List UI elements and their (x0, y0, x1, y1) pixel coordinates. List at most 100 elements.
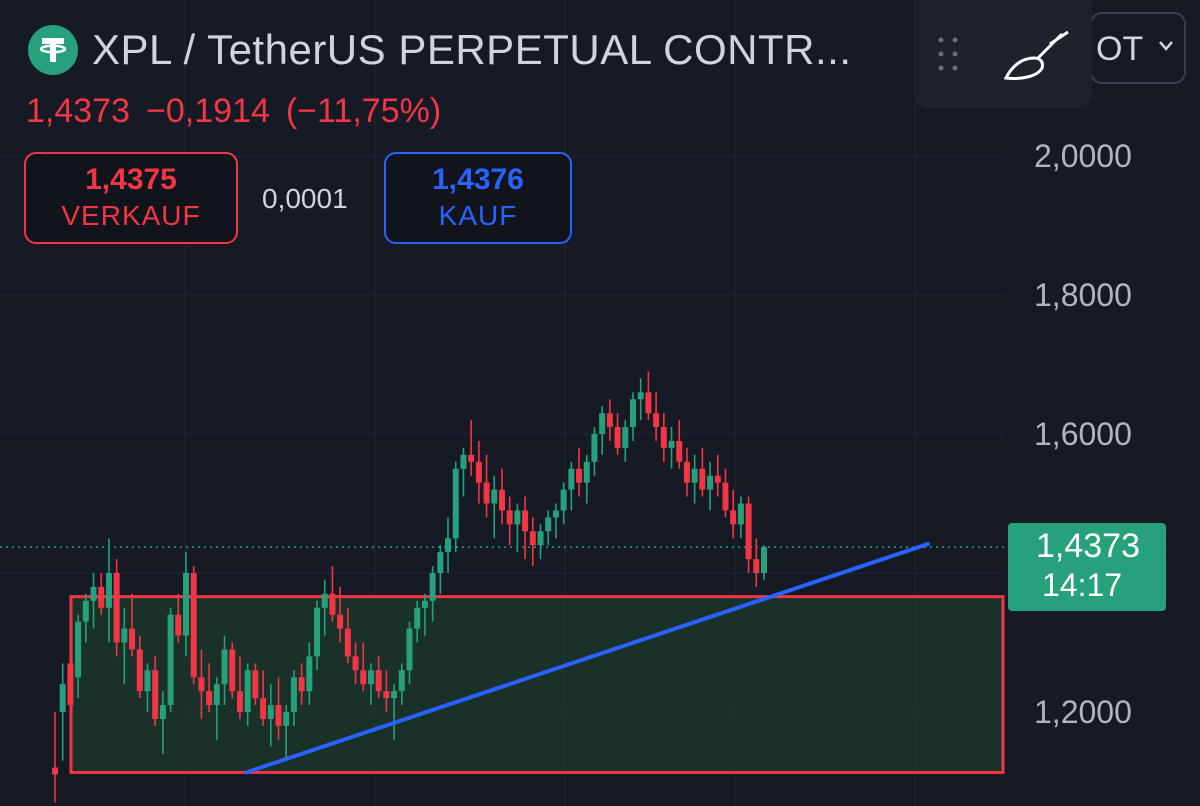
candle (129, 593, 136, 657)
candle-body (599, 413, 606, 434)
drawing-tool-panel[interactable] (914, 0, 1092, 108)
candle (321, 579, 328, 636)
candle-body (236, 691, 243, 712)
candle (637, 378, 644, 421)
candle-body (144, 670, 151, 692)
candle-body (190, 573, 197, 678)
buy-button[interactable]: 1,4376 KAUF (384, 152, 572, 244)
candle (514, 503, 521, 553)
candle (121, 607, 128, 685)
symbol-menu-dropdown[interactable]: OT (1090, 12, 1186, 84)
candle-body (213, 684, 220, 706)
candle (159, 691, 166, 754)
candle (745, 496, 752, 573)
candle (206, 663, 213, 712)
candle-body (522, 510, 529, 532)
candle (406, 621, 413, 685)
candle-body (229, 649, 236, 692)
candle (429, 566, 436, 622)
candle (506, 496, 513, 546)
candle-body (545, 517, 552, 532)
candle-body (59, 684, 66, 712)
candle (552, 503, 559, 539)
candle-body (707, 475, 714, 490)
candle-body (745, 503, 752, 560)
buy-price: 1,4376 (432, 163, 524, 196)
candle-body (206, 691, 213, 706)
candle-body (252, 670, 259, 699)
candle (198, 649, 205, 719)
price-tick-label: 1,2000 (1034, 694, 1132, 730)
candle-body (260, 698, 267, 719)
candle-body (429, 573, 436, 601)
candle (498, 468, 505, 525)
support-zone[interactable] (69, 595, 1005, 774)
candle-body (445, 538, 452, 553)
candle (337, 586, 344, 643)
candle (460, 447, 467, 497)
candle-body (437, 552, 444, 573)
candle (583, 454, 590, 504)
candle-body (360, 670, 367, 685)
candle-body (298, 677, 305, 692)
candle-body (198, 677, 205, 692)
sell-button[interactable]: 1,4375 VERKAUF (24, 152, 238, 244)
candle-body (275, 705, 282, 726)
candle-body (383, 691, 390, 699)
candle (668, 427, 675, 469)
candle (398, 663, 405, 706)
candle-body (452, 468, 459, 539)
trend-line[interactable] (244, 542, 930, 775)
candle (622, 420, 629, 462)
drag-handle-icon[interactable] (934, 34, 964, 74)
candle (653, 392, 660, 441)
candle-body (90, 586, 97, 601)
current-price-tag: 1,4373 14:17 (1008, 523, 1166, 611)
candle-body (290, 677, 297, 712)
candle-body (529, 531, 536, 546)
symbol-title: XPL / TetherUS PERPETUAL CONTR... (92, 26, 852, 73)
price-change-line: 1,4373 −0,1914 (−11,75%) (26, 92, 457, 131)
candle (475, 440, 482, 504)
candle-body (183, 573, 190, 636)
candle (360, 642, 367, 692)
candle (344, 607, 351, 664)
candle (152, 656, 159, 726)
candle (560, 482, 567, 525)
sell-label: VERKAUF (61, 200, 201, 231)
candle-body (591, 434, 598, 462)
candle (761, 545, 767, 580)
candle (244, 663, 251, 726)
menu-text: OT (1096, 30, 1144, 68)
candle (375, 656, 382, 699)
candle-body (653, 413, 660, 428)
candle (221, 635, 228, 706)
candle (290, 670, 297, 726)
candle (275, 677, 282, 740)
candle (283, 705, 290, 761)
candle (737, 496, 744, 539)
candle-body (113, 573, 120, 643)
candle (267, 684, 274, 747)
candle-body (753, 559, 760, 573)
symbol-header[interactable]: XPL / TetherUS PERPETUAL CONTR... (28, 24, 852, 76)
candle-body (568, 468, 575, 490)
candle-body (714, 475, 721, 483)
chevron-down-icon (1159, 41, 1173, 51)
candle-body (506, 510, 513, 525)
candle-body (283, 712, 290, 726)
brush-icon[interactable] (1000, 28, 1080, 88)
candle-body (314, 607, 321, 657)
candle (383, 670, 390, 712)
candle-body (514, 510, 521, 525)
candle-body (722, 482, 729, 511)
candle (391, 684, 398, 740)
candle-body (375, 670, 382, 692)
candle-body (576, 468, 583, 483)
candle (75, 614, 82, 699)
candle-body (175, 614, 182, 636)
price-tick-label: 1,8000 (1034, 277, 1132, 313)
candle-body (159, 705, 166, 719)
candle-body (637, 392, 644, 400)
